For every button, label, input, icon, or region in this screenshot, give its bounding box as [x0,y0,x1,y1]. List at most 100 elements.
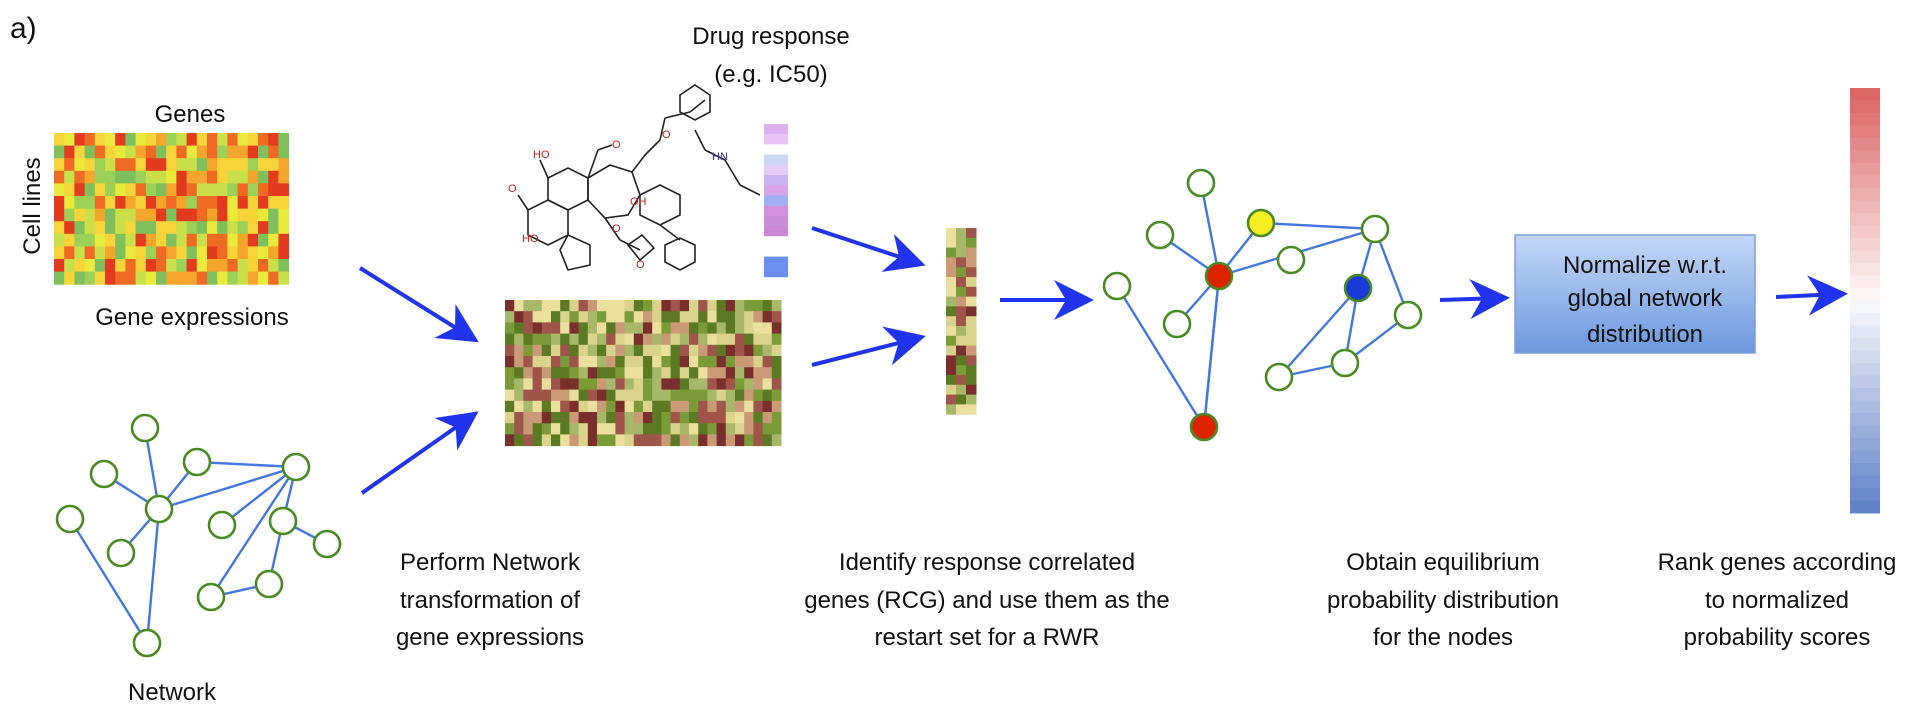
heatmap-cell [615,378,626,391]
heatmap-cell [115,221,126,235]
drug-response-cell [764,164,788,176]
heatmap-cell [237,259,249,273]
heatmap-cell [176,133,188,147]
heatmap-cell [698,389,708,402]
step-equilibrium-line3: for the nodes [1373,624,1513,651]
heatmap-cell [166,259,177,273]
heatmap-cell [541,434,552,447]
heatmap-cell [652,400,662,413]
heatmap-cell [514,389,524,402]
heatmap-cell [125,246,137,260]
heatmap-cell [597,423,607,435]
heatmap-cell [268,158,279,172]
step-rcg-line2: genes (RCG) and use them as the [804,587,1170,614]
heatmap-cell [560,311,570,323]
heatmap-cell [624,356,635,368]
heatmap-cell [946,375,957,386]
heatmap-cell [689,434,699,447]
heatmap-cell [946,267,957,278]
heatmap-cell [145,183,157,197]
heatmap-cell [615,300,626,312]
drug-response-cell [764,134,788,145]
heatmap-cell [771,434,782,447]
heatmap-cell [569,378,580,391]
heatmap-cell [615,333,626,346]
heatmap-cell [247,196,259,210]
svg-text:OH: OH [630,196,647,208]
heatmap-cell [624,300,635,312]
heatmap-cell [624,344,635,357]
heatmap-cell [74,221,86,235]
svg-text:O: O [636,259,645,271]
heatmap-cell [597,344,607,357]
heatmap-cell [771,367,782,379]
heatmap-cell [135,233,147,247]
svg-text:O: O [612,139,621,151]
heatmap-cell [762,333,773,346]
heatmap-cell [551,423,561,435]
heatmap-cell [716,311,727,323]
heatmap-cell [606,300,616,312]
genes-label: Genes [155,101,226,128]
heatmap-cell [217,233,228,247]
heatmap-cell [268,259,279,273]
heatmap-cell [735,367,745,379]
heatmap-cell [505,356,515,368]
heatmap-cell [125,233,137,247]
heatmap-cell [578,412,589,424]
heatmap-cell [227,271,239,285]
heatmap-cell [156,246,167,260]
step-rank-line2: to normalized [1705,587,1849,614]
network-edge [1115,285,1206,428]
heatmap-cell [115,259,126,273]
heatmap-cell [247,133,259,147]
network-edge [145,508,161,644]
heatmap-cell [186,196,198,210]
heatmap-cell [237,183,249,197]
heatmap-cell [523,344,534,357]
heatmap-cell [698,322,708,335]
heatmap-cell [578,322,589,335]
heatmap-cell [670,311,681,323]
network-node [1264,362,1294,392]
heatmap-cell [258,259,269,273]
heatmap-cell [679,367,690,379]
heatmap-cell [661,333,672,346]
heatmap-cell [707,378,718,391]
heatmap-cell [966,326,977,337]
heatmap-cell [744,412,754,424]
heatmap-cell [707,367,718,379]
heatmap-cell [679,423,690,435]
heatmap-cell [54,271,65,285]
heatmap-cell [946,355,957,366]
heatmap-cell [196,208,208,222]
heatmap-cell [707,423,718,435]
heatmap-cell [258,221,269,235]
heatmap-cell [698,434,708,447]
heatmap-cell [679,412,690,424]
heatmap-cell [196,158,208,172]
heatmap-cell [64,183,75,197]
heatmap-cell [946,365,957,376]
heatmap-cell [762,311,773,323]
heatmap-cell [268,170,279,184]
heatmap-cell [551,412,561,424]
drug-response-bar [764,124,788,278]
heatmap-cell [115,183,126,197]
heatmap-cell [278,196,290,210]
heatmap-cell [505,412,515,424]
heatmap-cell [176,259,188,273]
heatmap-cell [753,367,764,379]
ranked-scores-bar [1850,88,1880,514]
heatmap-cell [156,196,167,210]
heatmap-cell [532,434,543,447]
heatmap-cell [84,183,96,197]
heatmap-cell [258,183,269,197]
heatmap-cell [237,221,249,235]
heatmap-cell [689,311,699,323]
heatmap-cell [956,286,967,298]
heatmap-cell [523,423,534,435]
rank-bar-cell [1850,275,1880,289]
heatmap-cell [643,412,653,424]
heatmap-cell [196,145,208,159]
